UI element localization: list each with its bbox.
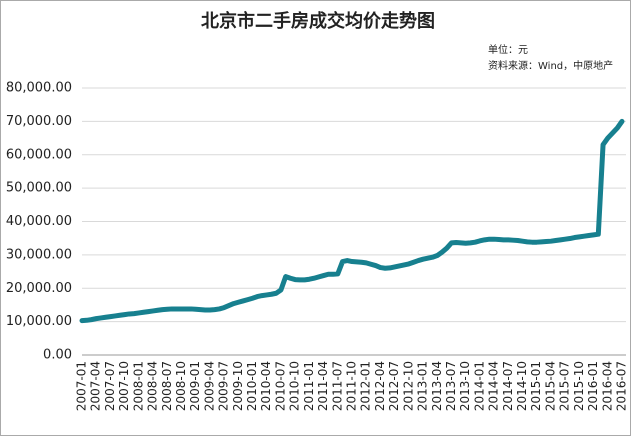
- x-tick-label: 2016-01: [586, 361, 600, 411]
- x-tick-label: 2012-07: [387, 361, 401, 411]
- x-tick-label: 2009-01: [188, 361, 202, 411]
- y-tick-label: 30,000.00: [6, 247, 72, 262]
- y-tick-label: 60,000.00: [6, 147, 72, 162]
- y-tick-label: 50,000.00: [6, 181, 72, 196]
- y-tick-label: 10,000.00: [6, 314, 72, 329]
- x-tick-label: 2012-10: [401, 361, 415, 411]
- x-tick-label: 2012-01: [359, 361, 373, 411]
- y-tick-label: 80,000.00: [6, 81, 72, 96]
- y-tick-label: 20,000.00: [6, 281, 72, 296]
- x-tick-label: 2008-04: [146, 361, 160, 411]
- x-tick-label: 2011-04: [316, 361, 330, 411]
- x-tick-label: 2010-01: [245, 361, 259, 411]
- x-tick-label: 2016-07: [615, 361, 629, 411]
- x-tick-label: 2015-01: [529, 361, 543, 411]
- x-tick-label: 2012-04: [373, 361, 387, 411]
- x-tick-label: 2007-01: [75, 361, 89, 411]
- x-tick-label: 2013-10: [458, 361, 472, 411]
- x-tick-label: 2011-07: [330, 361, 344, 411]
- x-tick-label: 2011-10: [345, 361, 359, 411]
- x-tick-label: 2007-04: [89, 361, 103, 411]
- x-tick-label: 2014-07: [501, 361, 515, 411]
- x-tick-label: 2008-01: [131, 361, 145, 411]
- x-tick-label: 2015-07: [558, 361, 572, 411]
- x-tick-label: 2010-10: [288, 361, 302, 411]
- line: [79, 118, 625, 324]
- chart-title: 北京市二手房成交均价走势图: [201, 10, 435, 32]
- annotation: 资料来源：Wind，中原地产: [488, 59, 613, 72]
- x-tick-label: 2008-10: [174, 361, 188, 411]
- x-tick-label: 2013-07: [444, 361, 458, 411]
- x-tick-label: 2007-10: [117, 361, 131, 411]
- x-tick-label: 2013-04: [430, 361, 444, 411]
- x-tick-label: 2014-10: [515, 361, 529, 411]
- y-tick-label: 40,000.00: [6, 214, 72, 229]
- y-tick-label: 70,000.00: [6, 114, 72, 129]
- x-tick-label: 2014-01: [472, 361, 486, 411]
- annotation: 单位：元: [488, 43, 528, 56]
- x-tick-label: 2013-01: [416, 361, 430, 411]
- x-tick-label: 2010-07: [273, 361, 287, 411]
- x-tick-label: 2009-04: [202, 361, 216, 411]
- x-tick-label: 2014-04: [487, 361, 501, 411]
- x-tick-label: 2009-07: [217, 361, 231, 411]
- x-tick-label: 2009-10: [231, 361, 245, 411]
- x-tick-label: 2016-04: [600, 361, 614, 411]
- x-tick-label: 2011-01: [302, 361, 316, 411]
- x-tick-label: 2015-10: [572, 361, 586, 411]
- y-tick-label: 0.00: [43, 348, 72, 363]
- x-tick-label: 2007-07: [103, 361, 117, 411]
- x-tick-label: 2015-04: [543, 361, 557, 411]
- x-tick-label: 2010-04: [259, 361, 273, 411]
- x-tick-label: 2008-07: [160, 361, 174, 411]
